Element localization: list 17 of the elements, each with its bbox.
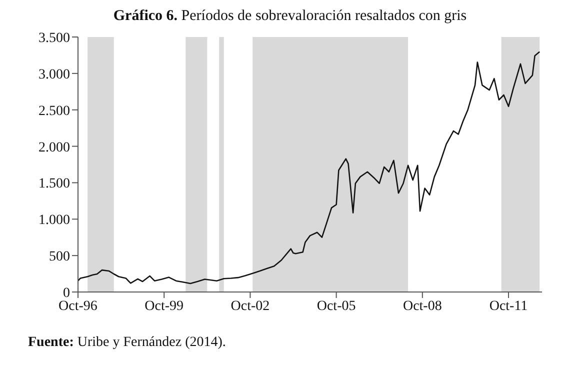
x-tick-label: Oct-05 [316,298,356,314]
x-tick-label: Oct-08 [402,298,442,314]
source-note: Fuente: Uribe y Fernández (2014). [28,335,227,351]
y-tick-label: 2.000 [38,140,70,156]
y-tick-label: 1.500 [38,176,70,192]
y-tick-label: 3.000 [38,67,70,82]
x-tick-label: Oct-11 [489,298,528,314]
chart-title: Gráfico 6. Períodos de sobrevaloración resaltados con gris [112,8,468,25]
x-tick-label: Oct-96 [58,298,98,314]
y-tick-label: 1.000 [38,213,70,228]
x-tick-label: Oct-99 [144,298,184,314]
y-tick-label: 2.500 [38,104,70,119]
y-tick-label: 3.500 [38,30,70,46]
line-series [78,51,540,284]
y-tick-label: 0 [63,286,70,301]
x-tick-label: Oct-02 [230,298,270,314]
y-tick-label: 500 [49,250,70,265]
